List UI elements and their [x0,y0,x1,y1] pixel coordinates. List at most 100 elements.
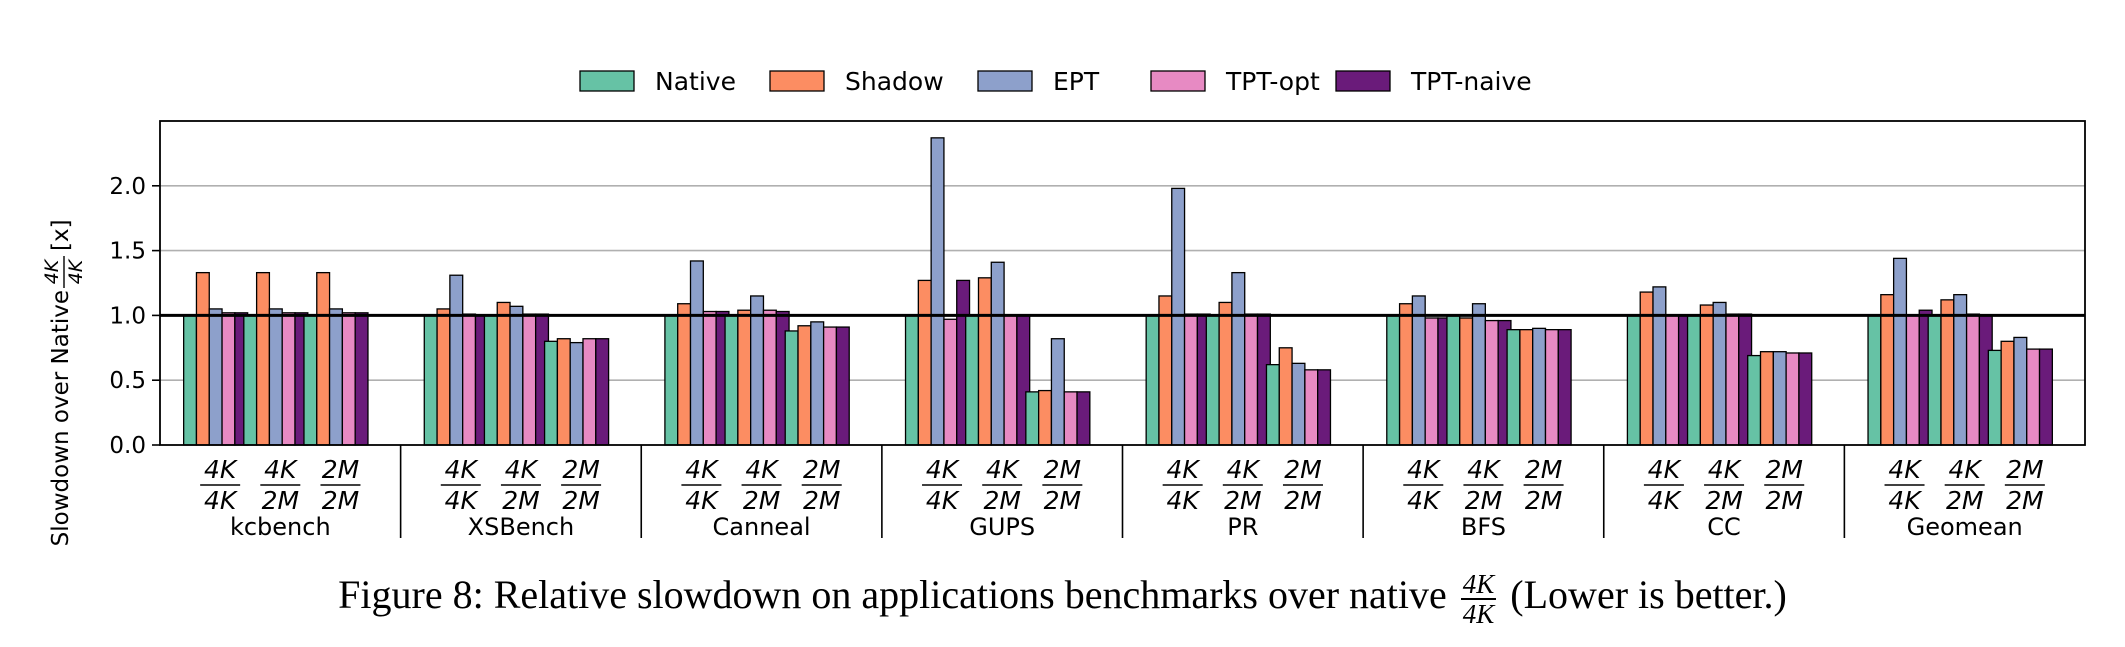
bar-ept [1231,271,1246,446]
bar-native [1506,329,1521,446]
x-tick-numerator: 4K [1648,455,1683,484]
bar-tpt-opt [1544,329,1559,446]
x-tick-denominator: 4K [1167,486,1202,515]
bar-tpt-naive [2038,348,2053,446]
bar-tpt-naive [354,312,369,446]
x-tick-numerator: 4K [745,455,780,484]
bar-shadow [556,338,571,446]
group-label: kcbench [230,513,331,541]
bar-native [1626,314,1641,446]
bar-tpt-opt [702,310,717,446]
bar-tpt-opt [1905,314,1920,446]
bar-shadow [1037,389,1053,446]
x-tick-denominator: 4K [1648,486,1683,515]
bar-tpt-naive [595,338,610,446]
bar-ept [810,321,825,446]
x-tick-denominator: 2M [1465,486,1502,515]
x-tick-denominator: 2M [743,486,780,515]
x-tick-denominator: 2M [502,486,539,515]
bar-tpt-opt [1244,313,1259,446]
bar-native [1205,314,1220,446]
x-tick-denominator: 4K [1407,486,1442,515]
bar-shadow [977,277,992,446]
x-tick-numerator: 4K [264,455,299,484]
x-tick-denominator: 2M [1946,486,1983,515]
bar-ept [1471,303,1486,446]
bar-ept [1892,257,1908,446]
bar-ept [509,305,524,446]
bar-ept [1772,351,1787,446]
x-tick-numerator: 2M [562,455,599,484]
x-tick-denominator: 4K [685,486,720,515]
bar-ept [1953,294,1968,446]
legend-swatch-tpt-naive [1335,70,1391,92]
x-tick-numerator: 2M [1765,455,1802,484]
x-tick-denominator: 2M [2006,486,2043,515]
bar-tpt-opt [341,312,356,446]
bar-tpt-opt [221,312,236,446]
group-label: GUPS [969,513,1035,541]
bar-ept [1291,362,1306,446]
bar-ept [1712,301,1727,446]
x-tick-numerator: 4K [445,455,480,484]
bar-native [1446,314,1461,446]
group-label: Canneal [713,513,811,541]
x-tick-numerator: 4K [1167,455,1202,484]
bar-shadow [436,308,451,446]
bar-native [1987,349,2002,446]
legend-swatch-native [579,70,635,92]
bar-native [1025,391,1040,446]
x-tick-denominator: 2M [1525,486,1562,515]
bar-tpt-opt [1304,369,1319,446]
legend-label-ept: EPT [1053,67,1100,96]
x-tick-denominator: 2M [1765,486,1802,515]
bar-native [243,314,258,446]
bar-tpt-opt [943,318,958,446]
x-tick-denominator: 2M [803,486,840,515]
x-tick-numerator: 2M [1044,455,1081,484]
bar-shadow [1459,317,1474,446]
bar-shadow [737,309,752,446]
bar-tpt-opt [1183,313,1199,446]
x-tick-denominator: 4K [445,486,480,515]
x-tick-denominator: 2M [1284,486,1321,515]
bar-shadow [1218,301,1233,446]
bar-ept [569,341,584,446]
bar-tpt-opt [582,338,597,446]
bar-ept [1532,327,1547,446]
bar-native [1927,314,1942,446]
bar-native [543,340,559,446]
bar-ept [2013,336,2028,446]
bar-ept [328,308,344,446]
group-label: XSBench [468,513,575,541]
bar-tpt-opt [281,312,296,446]
x-tick-numerator: 4K [505,455,540,484]
bar-tpt-opt [462,313,477,446]
bar-tpt-naive [1317,369,1332,446]
x-tick-denominator: 4K [1888,486,1923,515]
y-tick-label: 1.5 [109,239,146,265]
bar-shadow [1759,351,1774,446]
legend-label-native: Native [655,67,736,96]
bar-ept [990,261,1005,446]
x-tick-numerator: 2M [322,455,359,484]
bar-shadow [1278,347,1293,446]
x-tick-denominator: 4K [204,486,239,515]
caption-prefix: Figure 8: Relative slowdown on applicati… [338,572,1447,618]
legend-swatch-ept [977,70,1033,92]
bar-native [664,314,679,446]
bar-ept [689,260,704,446]
caption-fraction: 4K 4K [1460,570,1497,628]
bar-native [483,314,498,446]
bar-native [1265,363,1280,446]
x-tick-numerator: 4K [986,455,1021,484]
bar-shadow [797,325,812,446]
y-axis-label-prefix: Slowdown over Native [48,290,74,546]
y-tick-label: 0.0 [109,433,146,459]
bar-shadow [2000,340,2015,446]
bar-native [1867,314,1882,446]
bar-tpt-opt [1424,317,1439,446]
x-tick-numerator: 4K [1949,455,1984,484]
x-tick-denominator: 4K [926,486,961,515]
group-label: Geomean [1907,513,2023,541]
